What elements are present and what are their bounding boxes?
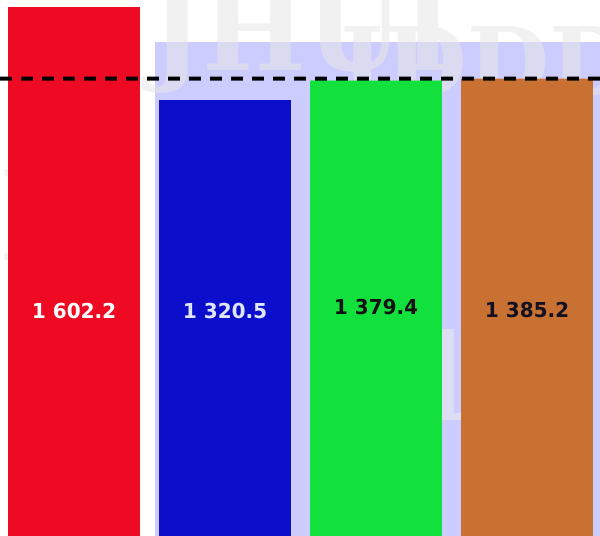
bar-value-label-3: 1 379.4 [334,295,418,319]
bar-1 [8,7,140,536]
bar-value-label-4: 1 385.2 [485,298,569,322]
bar-value-label-1: 1 602.2 [32,299,116,323]
bars-group [8,7,593,536]
bar-3 [310,80,442,536]
bar-2 [159,100,291,536]
bar-4 [461,78,593,536]
value-labels-group: 1 602.2 1 320.5 1 379.4 1 385.2 [32,295,569,323]
bar-value-label-2: 1 320.5 [183,299,267,323]
